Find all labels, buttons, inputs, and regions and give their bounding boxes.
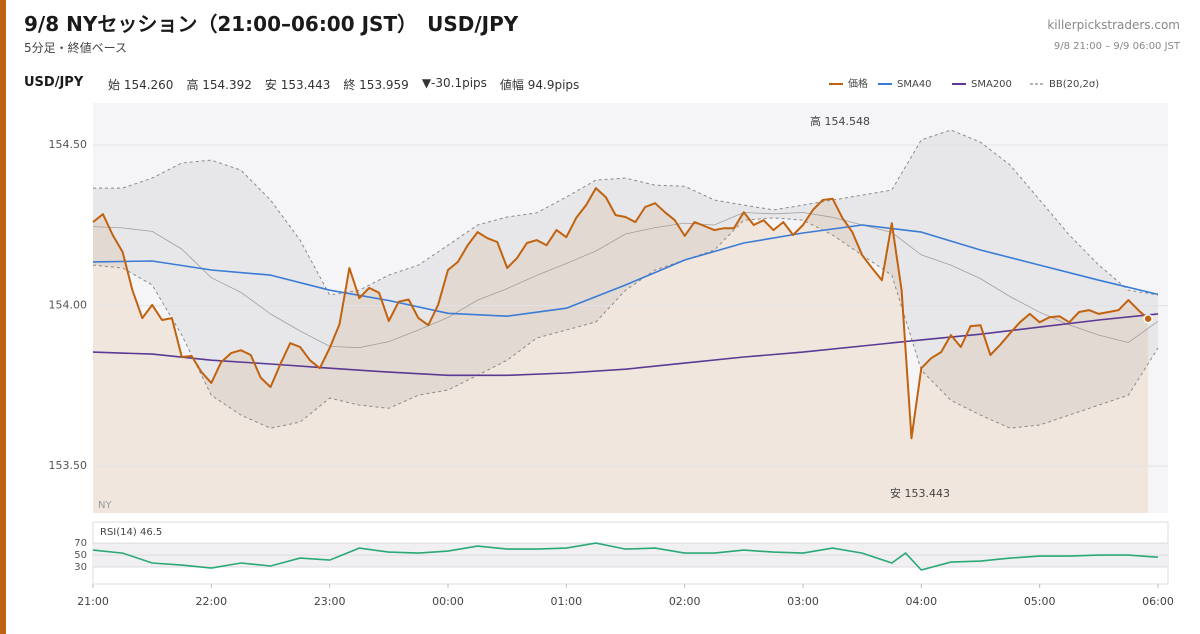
rsi-tick-label: 30: [74, 562, 87, 573]
series-line: [92, 224, 1159, 317]
y-tick-label: 154.50: [49, 138, 88, 151]
x-tick-label: 04:00: [905, 595, 937, 608]
legend-label: SMA200: [971, 79, 1012, 90]
rsi-tick-label: 70: [74, 538, 87, 549]
summary-item: 終 153.959: [343, 78, 409, 92]
x-tick-label: 22:00: [195, 595, 227, 608]
rsi-title: RSI(14) 46.5: [100, 527, 162, 538]
summary-item: 高 154.392: [186, 78, 252, 92]
x-tick-label: 00:00: [432, 595, 464, 608]
x-tick-label: 05:00: [1024, 595, 1056, 608]
summary-item: 値幅 94.9pips: [499, 78, 580, 92]
x-tick-label: 03:00: [787, 595, 819, 608]
x-tick-label: 21:00: [77, 595, 109, 608]
rsi-line: [92, 542, 1159, 571]
subtitle: 5分足・終値ベース: [24, 41, 128, 55]
title: 9/8 NYセッション（21:00–06:00 JST） USD/JPY: [24, 12, 519, 36]
band-fill: [93, 130, 1158, 429]
summary-item: 始 154.260: [108, 78, 174, 92]
last-price-dot: [1143, 314, 1153, 324]
annotation: 高 154.548: [810, 114, 870, 128]
site: killerpickstraders.com: [1047, 18, 1180, 32]
y-tick-label: 153.50: [49, 459, 88, 472]
band-upper: [93, 129, 1159, 296]
rsi-tick-label: 50: [74, 550, 87, 561]
legend-label: 価格: [848, 77, 868, 90]
legend-label: SMA40: [897, 79, 932, 90]
band-lower: [92, 217, 1159, 429]
accent-bar: [0, 0, 6, 634]
summary-item: ▼-30.1pips: [421, 76, 487, 90]
x-tick-label: 01:00: [550, 595, 582, 608]
summary-item: 安 153.443: [264, 78, 331, 92]
x-tick-label: 02:00: [669, 595, 701, 608]
annotation: 安 153.443: [890, 486, 950, 500]
band-middle: [92, 212, 1159, 349]
summary-row: 始 154.260 高 154.392 安 153.443 終 153.959 ▼-30…: [108, 76, 579, 93]
x-tick-label: 06:00: [1142, 595, 1174, 608]
series-line: [92, 187, 1149, 440]
series-line: [92, 313, 1159, 377]
y-tick-label: 154.00: [49, 299, 88, 312]
legend-label: BB(20,2σ): [1049, 79, 1099, 90]
symbol: USD/JPY: [24, 75, 84, 90]
date-range: 9/8 21:00 – 9/9 06:00 JST: [1053, 41, 1180, 52]
x-tick-label: 23:00: [314, 595, 346, 608]
session-label: NY: [98, 500, 112, 511]
